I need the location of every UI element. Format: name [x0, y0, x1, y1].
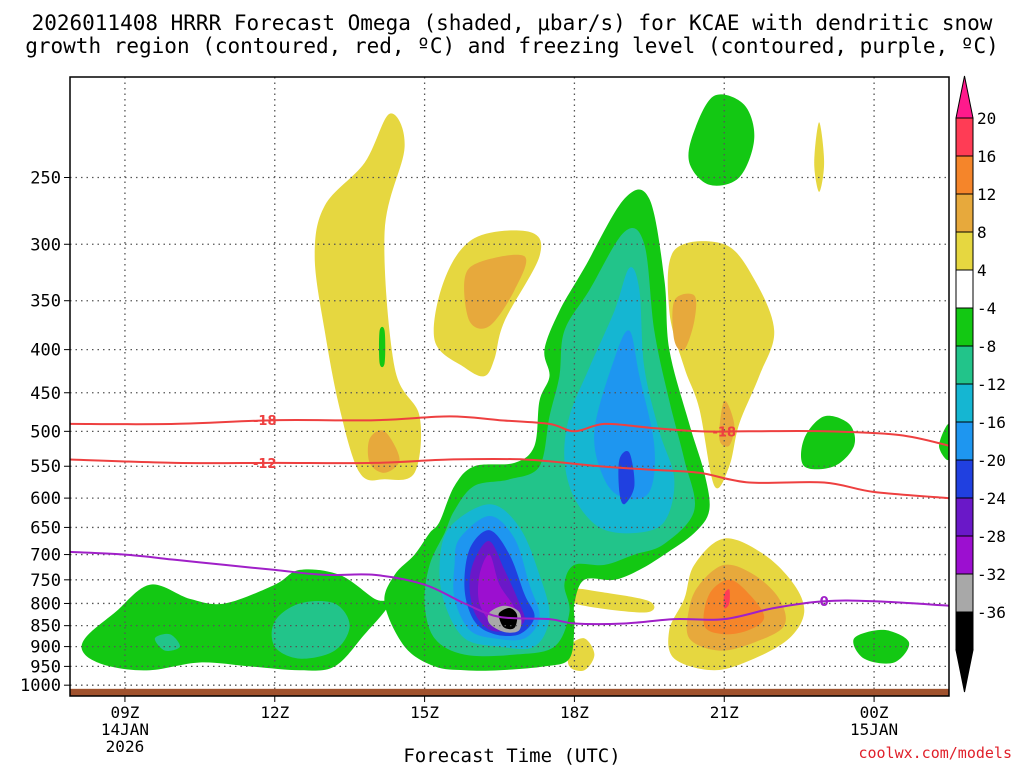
- colorbar-label--12: -12: [977, 375, 1006, 394]
- y-tick-label-900: 900: [30, 638, 61, 658]
- omega-region-teal-lower-left-2: [154, 633, 180, 651]
- omega-region-blue-upper: [594, 330, 655, 500]
- colorbar-bin--12: [955, 383, 974, 423]
- y-tick-label-850: 850: [30, 617, 61, 637]
- colorbar-top-arrow: [955, 75, 974, 119]
- omega-region-yellow-lower-center-1: [568, 588, 655, 613]
- colorbar-bin-12: [955, 193, 974, 233]
- omega-region-yellow-upper-left: [314, 113, 422, 481]
- x-tick-label-09Z-1: 14JAN: [101, 720, 149, 739]
- chart-title-line-1: 2026011408 HRRR Forecast Omega (shaded, …: [31, 11, 993, 35]
- omega-region-green-right-edge: [939, 423, 949, 461]
- contour-freezing-level-0: [70, 550, 949, 626]
- colorbar-bin--36: [955, 611, 974, 651]
- colorbar-bin--28: [955, 535, 974, 575]
- omega-region-darkblue-upper: [618, 450, 635, 505]
- x-tick-label-00Z-0: 00Z: [860, 703, 889, 722]
- colorbar-label--24: -24: [977, 489, 1006, 508]
- colorbar-bin--24: [955, 497, 974, 537]
- y-tick-label-700: 700: [30, 546, 61, 566]
- y-tick-label-400: 400: [30, 341, 61, 361]
- credit-text: coolwx.com/models: [858, 744, 1012, 762]
- contour-dendritic-minus12: [70, 457, 949, 500]
- colorbar-label-12: 12: [977, 185, 996, 204]
- contour-label-dendritic-minus18-0: -18: [253, 414, 277, 429]
- ground-surface: [70, 688, 949, 696]
- plot-frame: [69, 76, 950, 697]
- contour-label-dendritic-minus12-0: -12: [253, 457, 277, 472]
- y-tick-label-600: 600: [30, 489, 61, 509]
- omega-region-teal-lower-left-1: [271, 600, 350, 659]
- colorbar-label-20: 20: [977, 109, 996, 128]
- colorbar-bin-16: [955, 155, 974, 195]
- colorbar-label--28: -28: [977, 527, 1006, 546]
- x-tick-label-21Z-0: 21Z: [710, 703, 739, 722]
- y-tick-label-300: 300: [30, 235, 61, 255]
- colorbar-bin-20: [955, 117, 974, 157]
- y-tick-label-500: 500: [30, 422, 61, 442]
- y-tick-label-800: 800: [30, 594, 61, 614]
- colorbar-label--36: -36: [977, 603, 1006, 622]
- colorbar-bin-8: [955, 231, 974, 271]
- chart-title-line-2: growth region (contoured, red, ºC) and f…: [25, 34, 999, 58]
- omega-region-green-mid-right: [801, 415, 856, 470]
- colorbar-bin--16: [955, 421, 974, 461]
- colorbar-label--16: -16: [977, 413, 1006, 432]
- x-tick-label-09Z-0: 09Z: [110, 703, 139, 722]
- y-tick-label-250: 250: [30, 169, 61, 189]
- omega-region-green-top-right: [688, 94, 755, 186]
- contour-dendritic-minus18: [70, 415, 949, 447]
- omega-region-dark-orange-lower-right: [703, 579, 765, 635]
- x-tick-label-09Z-2: 2026: [106, 737, 145, 756]
- x-tick-label-15Z-0: 15Z: [410, 703, 439, 722]
- y-tick-label-750: 750: [30, 571, 61, 591]
- colorbar-bin-4: [955, 269, 974, 309]
- colorbar-bin--20: [955, 459, 974, 499]
- x-axis-label: Forecast Time (UTC): [403, 745, 621, 767]
- colorbar-bin--8: [955, 345, 974, 385]
- colorbar-label-8: 8: [977, 223, 987, 242]
- y-tick-label-950: 950: [30, 657, 61, 677]
- contour-label-dendritic-minus18-1: -18: [713, 425, 737, 440]
- colorbar-bin--4: [955, 307, 974, 347]
- colorbar-bottom-arrow: [955, 649, 974, 693]
- omega-region-orange-mid-right: [719, 400, 735, 447]
- omega-region-green-lower-far-right: [853, 629, 910, 664]
- x-tick-label-12Z-0: 12Z: [260, 703, 289, 722]
- omega-region-green-small-upper-left: [379, 326, 386, 368]
- omega-region-orange-upper-center: [464, 254, 527, 329]
- x-tick-label-00Z-1: 15JAN: [850, 720, 898, 739]
- colorbar-label-4: 4: [977, 261, 987, 280]
- x-tick-label-18Z-0: 18Z: [560, 703, 589, 722]
- y-tick-label-650: 650: [30, 518, 61, 538]
- omega-region-orange-upper-right: [672, 293, 697, 351]
- contour-label-freezing-level-0-0: 0: [820, 595, 829, 610]
- colorbar-label--8: -8: [977, 337, 996, 356]
- colorbar-label--32: -32: [977, 565, 1006, 584]
- colorbar-label--4: -4: [977, 299, 996, 318]
- colorbar-label-16: 16: [977, 147, 996, 166]
- y-tick-label-1000: 1000: [20, 676, 61, 696]
- y-tick-label-350: 350: [30, 292, 61, 312]
- colorbar-bin--32: [955, 573, 974, 613]
- colorbar-label--20: -20: [977, 451, 1006, 470]
- omega-region-yellow-top-right-small: [814, 122, 825, 192]
- y-tick-label-450: 450: [30, 384, 61, 404]
- y-tick-label-550: 550: [30, 457, 61, 477]
